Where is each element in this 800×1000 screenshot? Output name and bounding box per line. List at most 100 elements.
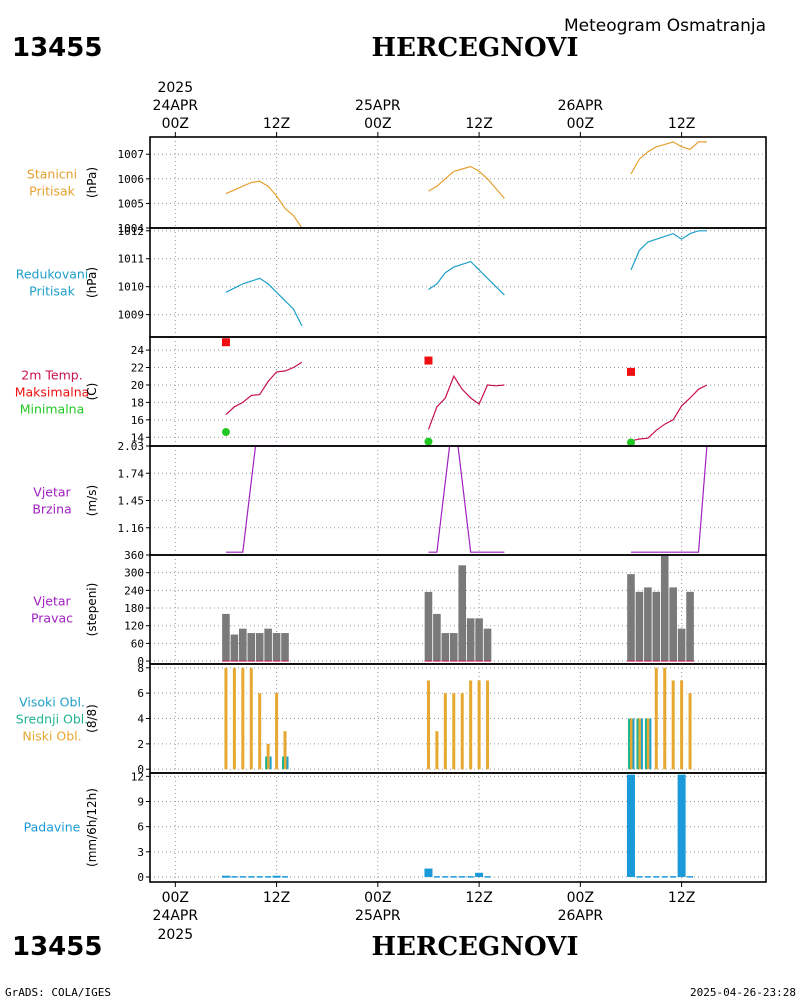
- y-tick-label: 60: [131, 637, 144, 650]
- y-axis-label: (stepeni): [85, 583, 99, 637]
- wind-dir-bar: [222, 613, 230, 662]
- precip-bar-small: [248, 876, 255, 878]
- y-tick-label: 240: [124, 584, 144, 597]
- panel-frame: [149, 227, 767, 338]
- y-tick-label: 1006: [118, 173, 145, 186]
- cloud-low-bar: [637, 718, 641, 770]
- precip-bar-small: [687, 876, 694, 878]
- series-line: [428, 165, 505, 199]
- y-tick-label: 18: [131, 396, 144, 409]
- y-tick-label: 12: [131, 770, 144, 783]
- top-year-label: 2025: [157, 80, 193, 96]
- precip-bar: [221, 875, 230, 878]
- series-line: [630, 141, 707, 175]
- wind-dir-bar: [449, 633, 458, 662]
- bottom-hour-label: 12Z: [465, 890, 492, 906]
- y-tick-label: 8: [137, 662, 144, 675]
- y-tick-label: 1004: [118, 222, 145, 235]
- precip-bar-small: [450, 876, 457, 878]
- bottom-year-label: 2025: [157, 927, 193, 943]
- panel-label: Pritisak: [29, 184, 75, 199]
- wind-dir-bar: [644, 587, 652, 662]
- wind-dir-bar: [458, 565, 467, 662]
- y-tick-label: 24: [131, 344, 145, 357]
- cloud-low-bar: [646, 718, 650, 770]
- precip-bar-small: [231, 876, 238, 878]
- panel-frame: [149, 772, 767, 883]
- cloud-low-bar: [654, 667, 658, 770]
- bottom-hour-label: 12Z: [668, 890, 695, 906]
- y-tick-label: 1.16: [118, 522, 145, 535]
- series-line: [428, 445, 505, 553]
- y-tick-label: 1010: [118, 281, 145, 294]
- y-tick-label: 6: [137, 821, 144, 834]
- precip-bar-small: [636, 876, 643, 878]
- y-tick-label: 1.45: [118, 495, 145, 508]
- cloud-low-bar: [224, 667, 228, 770]
- cloud-low-bar: [460, 693, 464, 770]
- cloud-low-bar: [241, 667, 245, 770]
- precip-bar-small: [670, 876, 677, 878]
- precip-bar-small: [239, 876, 246, 878]
- y-tick-label: 120: [124, 620, 144, 633]
- series-line: [225, 180, 303, 229]
- cloud-mid-bar: [636, 718, 639, 770]
- y-tick-label: 1005: [118, 197, 145, 210]
- cloud-high-bar: [269, 756, 272, 770]
- wind-dir-bar: [669, 587, 677, 662]
- panel-label: Pritisak: [29, 284, 75, 299]
- precip-bar-small: [661, 876, 668, 878]
- precip-bar: [424, 868, 433, 877]
- panel-label: Vjetar: [33, 485, 71, 500]
- top-hour-label: 12Z: [465, 116, 492, 132]
- cloud-low-bar: [258, 693, 262, 770]
- wind-dir-bar: [424, 591, 433, 662]
- y-tick-label: 180: [124, 602, 144, 615]
- series-line: [427, 374, 505, 430]
- y-axis-label: (mm/6h/12h): [85, 788, 99, 867]
- wind-dir-bar: [239, 628, 247, 662]
- cloud-high-bar: [649, 718, 652, 770]
- cloud-low-bar: [249, 667, 253, 770]
- y-tick-label: 9: [137, 796, 144, 809]
- wind-dir-bar: [272, 633, 281, 662]
- y-tick-label: 1009: [118, 309, 145, 322]
- cloud-low-bar: [266, 743, 270, 770]
- top-hour-label: 12Z: [263, 116, 290, 132]
- bottom-hour-label: 00Z: [567, 890, 594, 906]
- precip-bar-small: [459, 876, 466, 878]
- cloud-high-bar: [640, 718, 643, 770]
- precip-bar-small: [282, 876, 289, 878]
- cloud-low-bar: [435, 731, 439, 770]
- bottom-hour-label: 00Z: [162, 890, 189, 906]
- tmax-marker: [221, 338, 230, 347]
- panel-label: Niski Obl.: [22, 729, 81, 744]
- panel-label: Maksimalna: [15, 385, 90, 400]
- bottom-date-label: 24APR: [153, 908, 199, 924]
- precip-bar-small: [433, 876, 440, 878]
- cloud-low-bar: [477, 680, 481, 770]
- y-tick-label: 6: [137, 687, 144, 700]
- precip-bar: [677, 774, 686, 877]
- cloud-mid-bar: [265, 756, 268, 770]
- wind-dir-bar: [466, 618, 475, 662]
- y-tick-label: 2.03: [118, 440, 145, 453]
- y-tick-label: 300: [124, 567, 144, 580]
- cloud-low-bar: [629, 718, 633, 770]
- top-date-label: 25APR: [355, 98, 401, 114]
- panel-label: 2m Temp.: [21, 368, 82, 383]
- precip-bar-small: [484, 876, 491, 878]
- cloud-mid-bar: [627, 718, 630, 770]
- wind-dir-bar: [652, 591, 661, 662]
- y-axis-label: (hPa): [85, 167, 99, 198]
- precip-bar: [626, 774, 635, 877]
- y-tick-label: 2: [137, 738, 144, 751]
- panel-label: Redukovani: [16, 267, 89, 282]
- precip-bar-small: [256, 876, 263, 878]
- top-date-label: 26APR: [558, 98, 604, 114]
- tmax-marker: [424, 356, 433, 365]
- wind-dir-bar: [433, 613, 441, 662]
- cloud-low-bar: [426, 680, 430, 770]
- panel-frame: [149, 136, 767, 229]
